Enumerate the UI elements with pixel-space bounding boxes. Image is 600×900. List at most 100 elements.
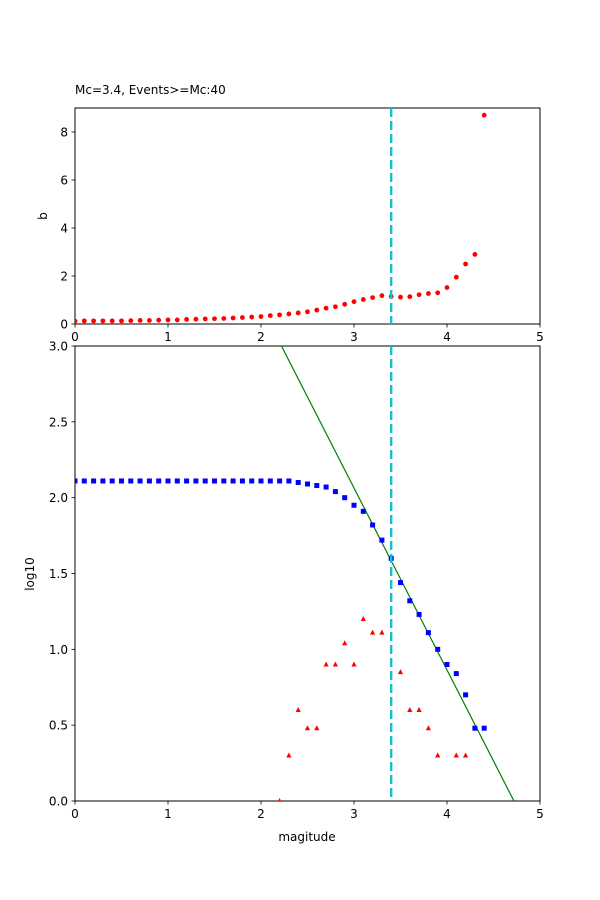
bottom-y-tick-label: 1.5 [49,567,68,581]
top-y-tick-label: 6 [60,174,68,188]
top-point [370,295,375,300]
bottom-y-tick-label: 2.5 [49,415,68,429]
bottom-triangle-point [435,752,441,758]
bottom-x-tick-label: 2 [257,807,265,821]
top-x-tick-label: 1 [164,330,172,344]
top-y-axis-label: b [36,212,50,220]
bottom-square-point [119,478,124,484]
top-point [342,301,348,307]
top-point [193,316,199,322]
bottom-x-tick-label: 0 [71,807,79,821]
bottom-triangle-point [397,669,404,675]
bottom-square-point [314,483,320,489]
bottom-square-point [193,478,199,484]
bottom-y-tick-label: 3.0 [49,340,68,354]
bottom-triangle-point [286,752,292,758]
top-point [444,285,450,290]
top-point [156,317,162,323]
bottom-square-point [453,671,459,677]
bottom-y-axis-label: log10 [23,557,37,591]
bottom-square-point [91,478,97,484]
bottom-square-point [332,489,338,495]
frequency-magnitude-panel: 0 1 2 3 4 5 0.0 0.5 1.0 1.5 2.0 2.5 3.0 magitude log… [23,340,544,845]
bottom-square-point [342,495,348,501]
bottom-square-point [425,630,431,636]
bottom-square-point [75,478,78,484]
bottom-x-tick-label: 3 [350,807,358,821]
bottom-square-point [407,598,413,604]
bottom-x-tick-label: 4 [443,807,451,821]
top-point [277,312,282,318]
bottom-square-point [435,646,441,652]
bottom-triangle-point [416,707,422,712]
bottom-square-point [351,502,357,508]
top-point [75,318,78,324]
top-point [323,305,329,311]
bottom-y-tick-label: 1.0 [49,643,68,657]
bottom-square-point [109,478,115,484]
bottom-square-point [239,478,245,484]
bottom-triangle-point [295,707,301,712]
top-point [314,307,320,313]
bottom-square-point [323,484,329,490]
top-point [453,274,459,280]
top-point [305,309,310,315]
bottom-fit-line [280,346,515,801]
top-point [333,304,338,310]
bottom-square-point [286,478,292,484]
bottom-square-point [267,478,273,484]
bottom-square-point [249,478,255,484]
top-plot-area [75,108,487,324]
bottom-square-point [156,478,162,484]
bottom-square-point [212,478,217,484]
bottom-square-point [379,537,385,543]
top-point [258,314,264,319]
bottom-triangle-point [304,725,311,731]
top-point [379,293,385,299]
bottom-triangle-point [407,707,413,712]
top-point [407,294,413,300]
top-plot-frame [74,107,541,325]
bottom-triangle-point [278,798,282,801]
bottom-triangle-point [379,629,385,635]
top-point [221,316,227,321]
top-point [202,316,208,322]
bottom-y-tick-label: 2.0 [49,491,68,505]
b-value-panel: Mc=3.4, Events>=Mc:40 0 1 2 3 4 5 0 2 4 6 8 b [36,83,544,344]
bottom-triangle-point [370,629,376,635]
bottom-square-point [137,478,143,484]
top-plot-marks: 0 1 2 3 4 5 0 2 4 6 8 [60,108,544,344]
top-point [360,297,366,302]
top-point [91,318,96,324]
bottom-triangle-point [351,661,357,667]
bottom-square-point [277,478,283,484]
top-x-tick-label: 5 [536,330,544,344]
top-point [295,310,301,316]
top-point [249,314,255,320]
top-point [137,318,143,323]
bottom-plot-area [75,346,515,801]
top-point [351,299,357,305]
bottom-triangle-point [342,640,348,646]
top-point [165,317,171,323]
top-point [463,261,468,267]
top-point [230,315,236,321]
top-point [174,317,180,323]
bottom-square-point [398,580,403,586]
bottom-square-point [100,478,106,484]
top-chart-title: Mc=3.4, Events>=Mc:40 [75,83,226,97]
top-point [286,311,292,317]
bottom-square-point [370,522,376,528]
top-point [147,318,152,323]
top-point [212,316,217,322]
top-y-tick-label: 4 [60,222,68,236]
top-point [119,318,124,324]
bottom-square-point [416,611,422,617]
bottom-x-axis-label: magitude [278,830,335,844]
top-point [426,291,431,296]
bottom-triangle-point [425,725,431,731]
bottom-triangle-point [360,616,366,621]
bottom-triangle-point [323,661,329,667]
bottom-square-point [444,662,450,667]
